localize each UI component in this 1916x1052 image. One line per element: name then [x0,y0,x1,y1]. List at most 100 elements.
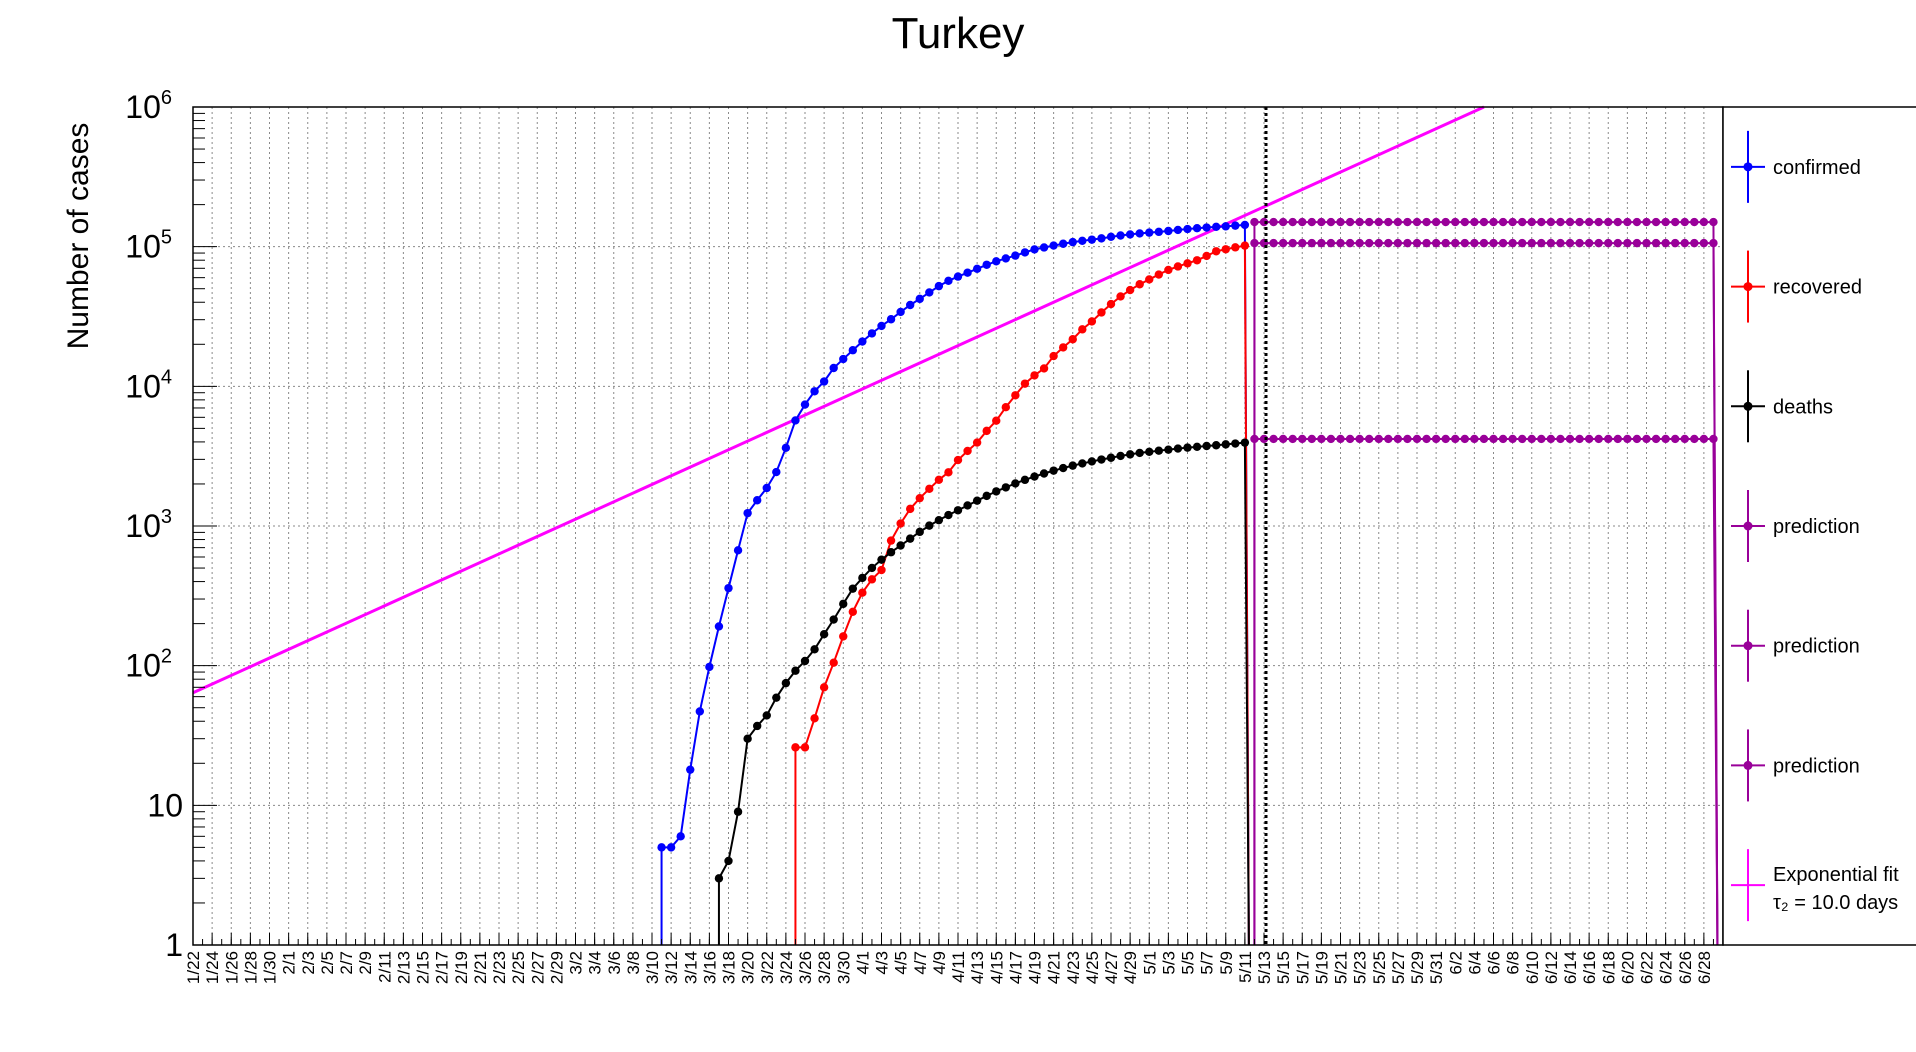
data-point [1642,217,1651,227]
data-point [934,515,944,525]
data-point [1221,245,1230,254]
data-point [1116,231,1125,240]
data-point [963,501,972,510]
data-point [1087,317,1097,326]
data-point [1135,229,1144,238]
data-point [1556,217,1565,227]
data-point [1231,243,1240,252]
x-tick-label: 5/13 [1255,951,1274,984]
x-tick-label: 1/28 [241,951,260,984]
x-tick-label: 5/31 [1427,951,1446,984]
x-tick-label: 2/21 [471,951,490,984]
data-point [1250,238,1259,248]
data-point [1125,450,1135,459]
data-point [1259,217,1269,227]
data-point [772,467,781,477]
data-point [1613,434,1623,444]
data-point [819,683,829,692]
data-point [1164,445,1173,454]
x-tick-label: 3/6 [605,951,624,975]
data-point [934,475,944,484]
x-tick-label: 2/13 [394,951,413,984]
data-point [1173,262,1183,271]
x-tick-label: 6/12 [1542,951,1561,984]
x-tick-label: 4/13 [968,951,987,984]
data-point [1431,217,1441,227]
legend-entry: prediction [1731,609,1860,682]
data-point [1451,238,1460,248]
data-point [810,714,819,723]
x-tick-label: 4/19 [1026,951,1045,984]
x-tick-label: 6/10 [1523,951,1542,984]
legend-marker [1743,162,1753,172]
data-point [1441,238,1450,248]
data-point [1489,434,1498,444]
x-axis-ticks: 1/22 1/24 1/26 1/28 1/30 2/1 2/3 2/5 2/7 2/9 2/11 2… [184,933,1724,984]
data-point [1326,434,1336,444]
data-point [1441,217,1450,227]
data-point [1594,238,1603,248]
data-point [1058,463,1068,473]
data-point [695,707,705,716]
data-point [1202,223,1211,232]
data-point [1364,434,1374,444]
data-point [1565,434,1575,444]
data-point [1345,217,1355,227]
data-point [1661,238,1670,248]
data-point [791,666,800,675]
data-point [1355,238,1364,248]
data-point [1594,434,1603,444]
series-confirmed [657,220,1250,946]
data-point [1537,217,1546,227]
data-point [1173,444,1183,453]
data-point [1498,217,1508,227]
x-tick-label: 5/1 [1140,951,1159,975]
data-point [1690,238,1699,248]
data-point [733,546,743,555]
data-point [762,483,771,493]
data-point [1613,238,1623,248]
data-point [1192,224,1202,233]
data-point [1690,217,1699,227]
data-point [1412,217,1422,227]
data-point [1508,238,1517,248]
legend-entry: prediction [1731,729,1860,802]
x-tick-label: 3/26 [796,951,815,984]
data-point [934,281,944,291]
data-point [829,615,838,624]
data-point [1049,241,1058,250]
data-point [1527,217,1536,227]
data-point [1364,238,1374,248]
data-point [867,575,877,584]
data-point [1364,217,1374,227]
data-point [1498,238,1508,248]
x-tick-label: 2/23 [490,951,509,984]
data-point [1680,217,1689,227]
series-recovered [791,241,1250,946]
data-point [1125,230,1135,239]
x-tick-label: 5/3 [1159,951,1178,975]
data-point [743,508,752,518]
x-tick-label: 5/25 [1370,951,1389,984]
x-tick-label: 4/11 [949,951,968,983]
data-point [1269,217,1278,227]
data-point [1001,254,1011,263]
data-point [1068,335,1077,344]
x-tick-label: 6/14 [1561,951,1580,984]
data-point [1221,440,1230,449]
data-point [1298,238,1307,248]
fit-layer [192,105,1485,695]
x-tick-label: 4/9 [930,951,949,975]
data-point [877,321,886,331]
data-point [1374,238,1383,248]
data-point [1058,343,1068,352]
data-point [953,455,963,465]
y-tick-label: 104 [125,366,172,404]
x-tick-label: 5/29 [1408,951,1427,984]
x-tick-label: 6/18 [1599,951,1618,984]
data-point [1470,434,1479,444]
data-point [1441,434,1450,444]
data-point [1001,403,1011,412]
x-tick-label: 3/10 [643,951,662,984]
data-point [1422,238,1431,248]
